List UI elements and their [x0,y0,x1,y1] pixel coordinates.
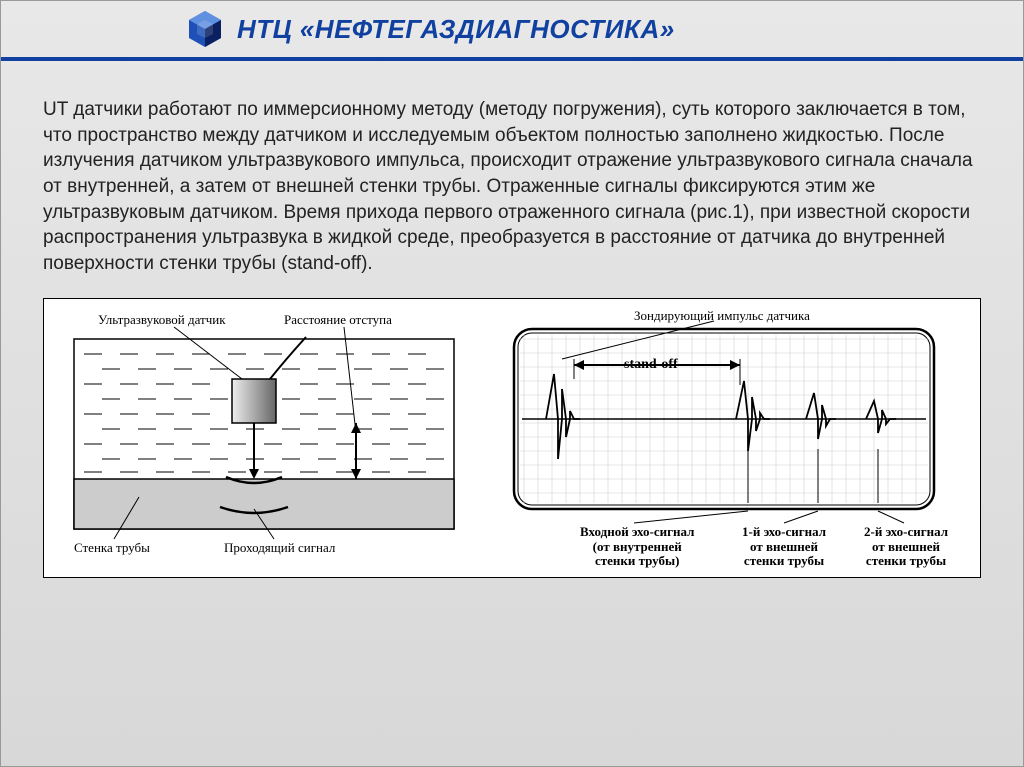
label-echo2: 2-й эхо-сигнал от внешней стенки трубы [864,525,948,568]
logo-icon [185,9,225,49]
label-probe-pulse: Зондирующий импульс датчика [634,309,810,323]
right-diagram: Зондирующий импульс датчика stand-off Вх… [484,299,982,577]
label-echo1: 1-й эхо-сигнал от внешней стенки трубы [742,525,826,568]
left-diagram-svg [44,299,484,579]
page-title: НТЦ «НЕФТЕГАЗДИАГНОСТИКА» [237,14,675,45]
left-diagram: Ультразвуковой датчик Расстояние отступа… [44,299,484,577]
label-passing: Проходящий сигнал [224,541,335,555]
label-standoff: Расстояние отступа [284,313,392,327]
content: UT датчики работают по иммерсионному мет… [1,61,1023,588]
header: НТЦ «НЕФТЕГАЗДИАГНОСТИКА» [1,1,1023,61]
label-entry-echo: Входной эхо-сигнал (от внутренней стенки… [580,525,694,568]
label-sensor: Ультразвуковой датчик [98,313,226,327]
body-text: UT датчики работают по иммерсионному мет… [43,97,981,276]
label-wall: Стенка трубы [74,541,150,555]
label-standoff-text: stand-off [624,357,678,372]
diagrams-container: Ультразвуковой датчик Расстояние отступа… [43,298,981,578]
